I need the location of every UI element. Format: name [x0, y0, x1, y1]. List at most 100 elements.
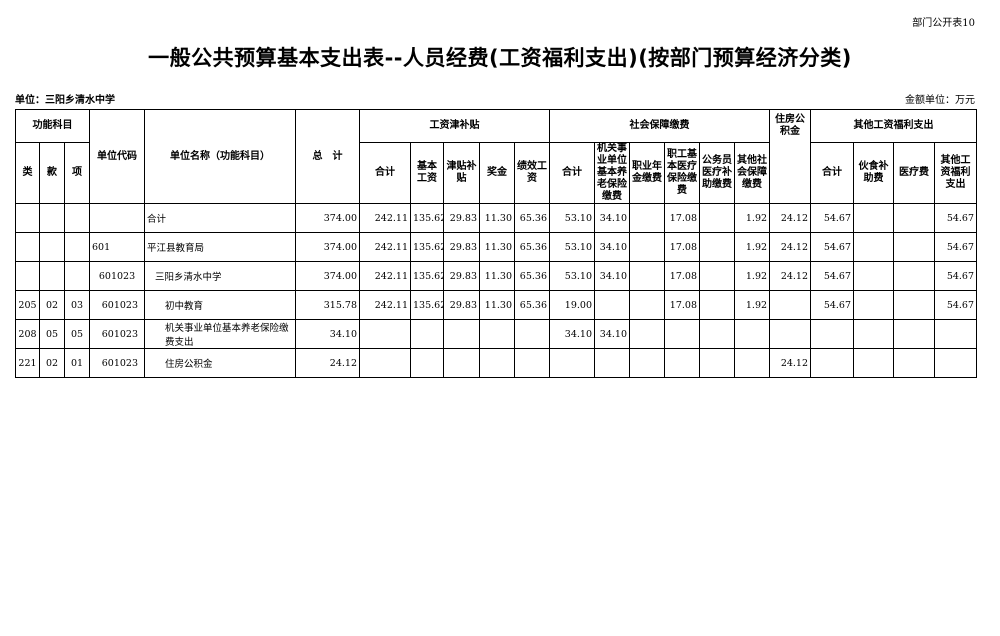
cell-wage-total: [359, 319, 411, 349]
table-row: 合计 374.00 242.11 135.62 29.83 11.30 65.36 53.10…: [15, 203, 978, 233]
cell-unit-code: [89, 203, 145, 233]
table-row: 601023 三阳乡清水中学 374.00 242.11 135.62 29.83 11.3…: [15, 261, 978, 291]
cell-medical-fee: [893, 290, 936, 320]
header-wage-total: 合计: [359, 142, 411, 204]
cell-other-ss: 1.92: [733, 232, 771, 262]
cell-unit-code: 601: [89, 232, 145, 262]
cell-ss-total: [549, 348, 595, 378]
cell-meal: [853, 319, 895, 349]
cell-unit-name: 三阳乡清水中学: [144, 261, 296, 291]
cell-basic-wage: 135.62: [410, 261, 444, 291]
cell-allowance: [443, 319, 480, 349]
cell-total: 374.00: [295, 203, 360, 233]
cell-other-welfare: 54.67: [934, 261, 978, 291]
cell-xiang: [64, 261, 90, 291]
header-total: 总 计: [295, 109, 360, 204]
cell-medical-fee: [893, 348, 936, 378]
header-other-welfare: 其他工资福利支出: [934, 142, 978, 204]
header-basic-wage: 基本工资: [410, 142, 444, 204]
cell-allowance: 29.83: [443, 232, 480, 262]
cell-civil-medical: [699, 232, 735, 262]
cell-pension: 34.10: [594, 319, 630, 349]
cell-unit-name: 住房公积金: [144, 348, 296, 378]
cell-ss-total: 34.10: [549, 319, 595, 349]
cell-pension: 34.10: [594, 203, 630, 233]
cell-other-total: [810, 348, 855, 378]
cell-allowance: 29.83: [443, 203, 480, 233]
cell-other-ss: 1.92: [733, 261, 771, 291]
cell-civil-medical: [699, 203, 735, 233]
header-kuan: 款: [39, 142, 65, 204]
cell-ss-total: 53.10: [549, 261, 595, 291]
cell-ss-total: 53.10: [549, 203, 595, 233]
cell-basic-wage: [410, 348, 444, 378]
cell-medical-ins: [664, 348, 700, 378]
cell-xiang: 05: [64, 319, 90, 349]
cell-total: 34.10: [295, 319, 360, 349]
header-pension: 机关事业单位基本养老保险缴费: [594, 142, 630, 204]
cell-occupational: [629, 261, 665, 291]
table-row: 221 02 01 601023 住房公积金 24.12 24.12: [15, 348, 978, 378]
cell-occupational: [629, 203, 665, 233]
header-ss-group: 社会保障缴费: [548, 109, 771, 143]
cell-other-welfare: [934, 348, 978, 378]
cell-wage-total: 242.11: [359, 261, 411, 291]
cell-other-total: 54.67: [810, 290, 855, 320]
cell-kuan: [39, 203, 65, 233]
cell-wage-total: 242.11: [359, 203, 411, 233]
cell-occupational: [629, 319, 665, 349]
cell-basic-wage: 135.62: [410, 290, 444, 320]
cell-occupational: [629, 232, 665, 262]
cell-other-total: 54.67: [810, 203, 855, 233]
header-civil-medical: 公务员医疗补助缴费: [699, 142, 735, 204]
cell-bonus: 11.30: [479, 290, 515, 320]
cell-unit-code: 601023: [89, 319, 145, 349]
header-unit-name: 单位名称（功能科目）: [144, 109, 296, 204]
cell-medical-ins: 17.08: [664, 261, 700, 291]
cell-unit-code: 601023: [89, 348, 145, 378]
cell-wage-total: 242.11: [359, 232, 411, 262]
cell-xiang: 03: [64, 290, 90, 320]
cell-other-total: [810, 319, 855, 349]
cell-ss-total: 19.00: [549, 290, 595, 320]
form-number: 部门公开表10: [912, 18, 975, 29]
cell-allowance: 29.83: [443, 290, 480, 320]
cell-allowance: [443, 348, 480, 378]
cell-basic-wage: [410, 319, 444, 349]
cell-bonus: 11.30: [479, 232, 515, 262]
cell-bonus: [479, 348, 515, 378]
table-row: 208 05 05 601023 机关事业单位基本养老保险缴费支出 34.10 34.10 3…: [15, 319, 978, 349]
cell-other-ss: 1.92: [733, 203, 771, 233]
cell-basic-wage: 135.62: [410, 203, 444, 233]
cell-lei: 221: [15, 348, 40, 378]
cell-unit-code: 601023: [89, 290, 145, 320]
cell-bonus: 11.30: [479, 203, 515, 233]
header-medical-ins: 职工基本医疗保险缴费: [664, 142, 700, 204]
cell-other-welfare: 54.67: [934, 203, 978, 233]
header-lei: 类: [15, 142, 40, 204]
unit-label: 单位：三阳乡清水中学: [15, 95, 115, 106]
cell-housing: 24.12: [769, 261, 812, 291]
cell-civil-medical: [699, 319, 735, 349]
cell-pension: 34.10: [594, 261, 630, 291]
cell-performance: 65.36: [514, 232, 550, 262]
cell-total: 374.00: [295, 261, 360, 291]
header-other-total: 合计: [810, 142, 855, 204]
cell-lei: 205: [15, 290, 40, 320]
header-allowance: 津贴补贴: [443, 142, 480, 204]
cell-occupational: [629, 348, 665, 378]
cell-other-total: 54.67: [810, 232, 855, 262]
cell-lei: [15, 203, 40, 233]
amount-unit-label: 金额单位：万元: [905, 95, 975, 106]
cell-other-ss: [733, 348, 771, 378]
cell-meal: [853, 290, 895, 320]
cell-meal: [853, 261, 895, 291]
cell-meal: [853, 348, 895, 378]
cell-performance: [514, 319, 550, 349]
cell-unit-name: 初中教育: [144, 290, 296, 320]
cell-lei: [15, 232, 40, 262]
cell-unit-code: 601023: [89, 261, 145, 291]
cell-civil-medical: [699, 261, 735, 291]
cell-pension: [594, 290, 630, 320]
header-ss-total: 合计: [549, 142, 595, 204]
